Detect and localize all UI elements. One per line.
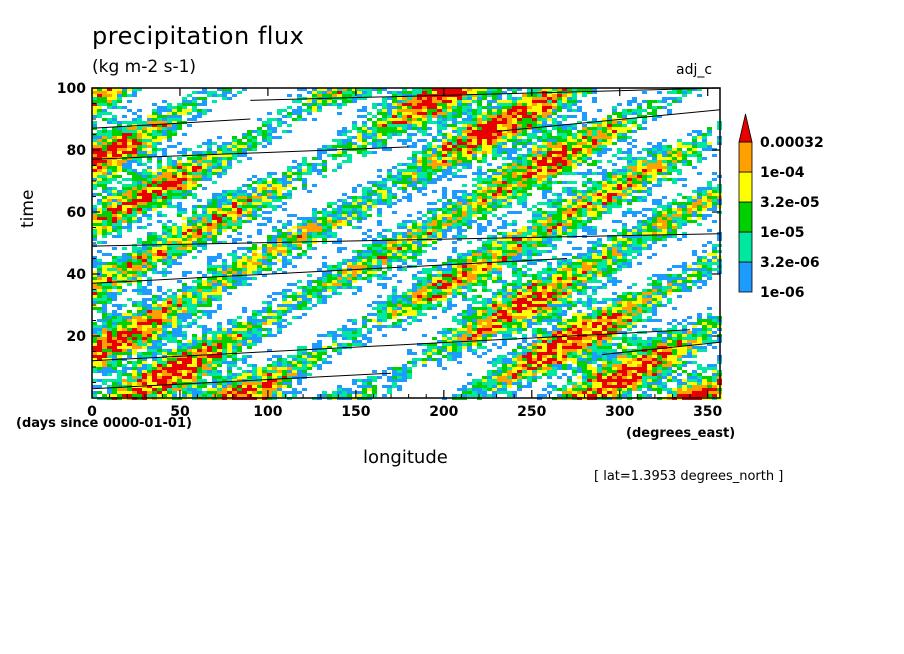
contour-line xyxy=(91,329,691,362)
run-label: adj_c xyxy=(676,62,713,78)
contour-line xyxy=(91,233,721,247)
y-tick-label: 60 xyxy=(67,205,87,221)
y-axis-units: (days since 0000-01-01) xyxy=(16,416,192,431)
y-tick-label: 80 xyxy=(67,143,87,159)
contour-line xyxy=(496,109,721,132)
x-tick-label: 100 xyxy=(253,404,282,420)
latitude-note: [ lat=1.3953 degrees_north ] xyxy=(594,469,784,484)
colorbar-label: 0.00032 xyxy=(760,135,824,151)
colorbar-label: 1e-05 xyxy=(760,225,805,241)
colorbar-box xyxy=(738,261,753,293)
x-tick-label: 350 xyxy=(693,404,722,420)
contour-lines xyxy=(91,87,721,390)
contour-line xyxy=(250,87,721,101)
colorbar-label: 3.2e-05 xyxy=(760,195,820,211)
precip-field xyxy=(92,88,722,400)
colorbar-box xyxy=(738,141,753,173)
x-tick-label: 150 xyxy=(341,404,370,420)
colorbar-label: 3.2e-06 xyxy=(760,255,820,271)
x-tick-label: 300 xyxy=(605,404,634,420)
contour-line xyxy=(91,258,567,284)
x-tick-label: 50 xyxy=(170,404,190,420)
chart-units: (kg m-2 s-1) xyxy=(92,57,197,77)
colorbar-label: 1e-06 xyxy=(760,285,805,301)
contour-line xyxy=(91,372,392,390)
contour-line xyxy=(91,146,409,160)
x-axis-label: longitude xyxy=(363,447,448,468)
x-tick-label: 200 xyxy=(429,404,458,420)
contour-line xyxy=(602,341,721,356)
contour-line xyxy=(91,118,251,129)
y-tick-label: 20 xyxy=(67,329,87,345)
colorbar-box xyxy=(738,231,753,263)
colorbar-box xyxy=(738,201,753,233)
y-tick-label: 40 xyxy=(67,267,87,283)
colorbar: 1e-06 3.2e-06 1e-05 3.2e-05 1e-04 0.00032 xyxy=(738,113,824,301)
colorbar-box xyxy=(738,171,753,203)
colorbar-extend-arrow xyxy=(738,113,753,143)
x-tick-label: 250 xyxy=(517,404,546,420)
x-axis-units: (degrees_east) xyxy=(626,426,736,441)
colorbar-label: 1e-04 xyxy=(760,165,805,181)
axes: 0 50 100 150 200 250 300 350 20 40 60 80 100 xyxy=(57,81,723,420)
chart-title: precipitation flux xyxy=(92,22,305,50)
y-tick-label: 100 xyxy=(57,81,86,97)
x-tick-label: 0 xyxy=(87,404,97,420)
